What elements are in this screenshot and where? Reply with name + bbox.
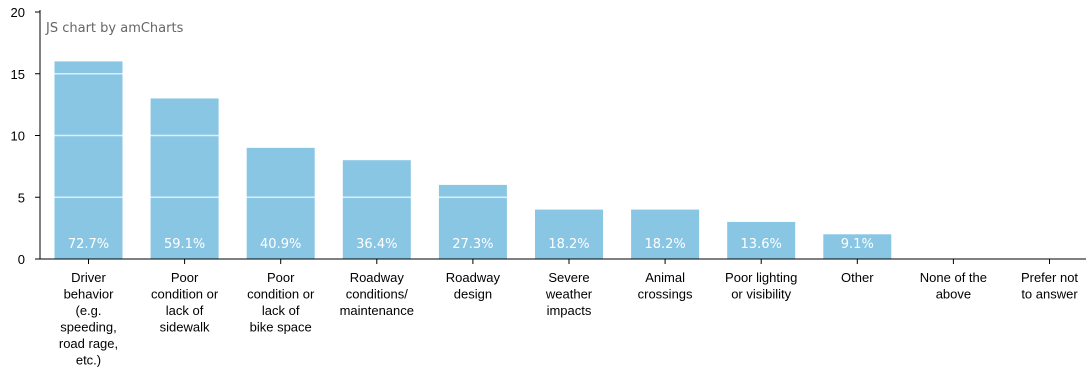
data-label: 72.7%	[68, 237, 109, 252]
data-label: 9.1%	[841, 237, 874, 252]
bar	[727, 221, 796, 259]
data-label: 18.2%	[644, 237, 685, 252]
x-tick-label: Poor condition or lack of bike space	[247, 270, 315, 335]
y-tick-label: 10	[11, 129, 25, 144]
data-label: 36.4%	[356, 237, 397, 252]
data-label: 27.3%	[452, 237, 493, 252]
data-label: 59.1%	[164, 237, 205, 252]
data-label: 18.2%	[548, 237, 589, 252]
y-tick-label: 0	[18, 252, 25, 267]
x-tick-label: Other	[841, 270, 874, 285]
bar	[535, 209, 603, 259]
chart-credit: JS chart by amCharts	[46, 21, 184, 36]
bar	[342, 160, 411, 259]
y-tick-label: 5	[18, 190, 25, 205]
bar	[150, 98, 219, 259]
x-tick-label: Roadway conditions/maintenance	[340, 270, 414, 318]
x-tick-label: Driver behavior (e.g. speeding, road rage, et…	[59, 270, 118, 368]
bar	[54, 61, 123, 260]
data-label: 40.9%	[260, 237, 301, 252]
x-tick-label: Severe weather impacts	[545, 270, 593, 318]
bar	[631, 209, 700, 259]
x-tick-label: Animal crossings	[638, 270, 693, 302]
x-tick-label: Roadway design	[446, 270, 501, 302]
data-label: 13.6%	[741, 237, 782, 252]
y-tick-label: 15	[11, 67, 25, 82]
x-tick-label: Poor condition or lack of sidewalk	[151, 270, 219, 335]
x-tick-label: Prefer not to answer	[1021, 270, 1078, 302]
bar	[823, 234, 892, 259]
x-tick-label: Poor lighting or visibility	[725, 270, 797, 302]
y-tick-label: 20	[11, 5, 25, 20]
x-tick-label: None of the above	[920, 270, 987, 302]
bar	[246, 147, 315, 259]
